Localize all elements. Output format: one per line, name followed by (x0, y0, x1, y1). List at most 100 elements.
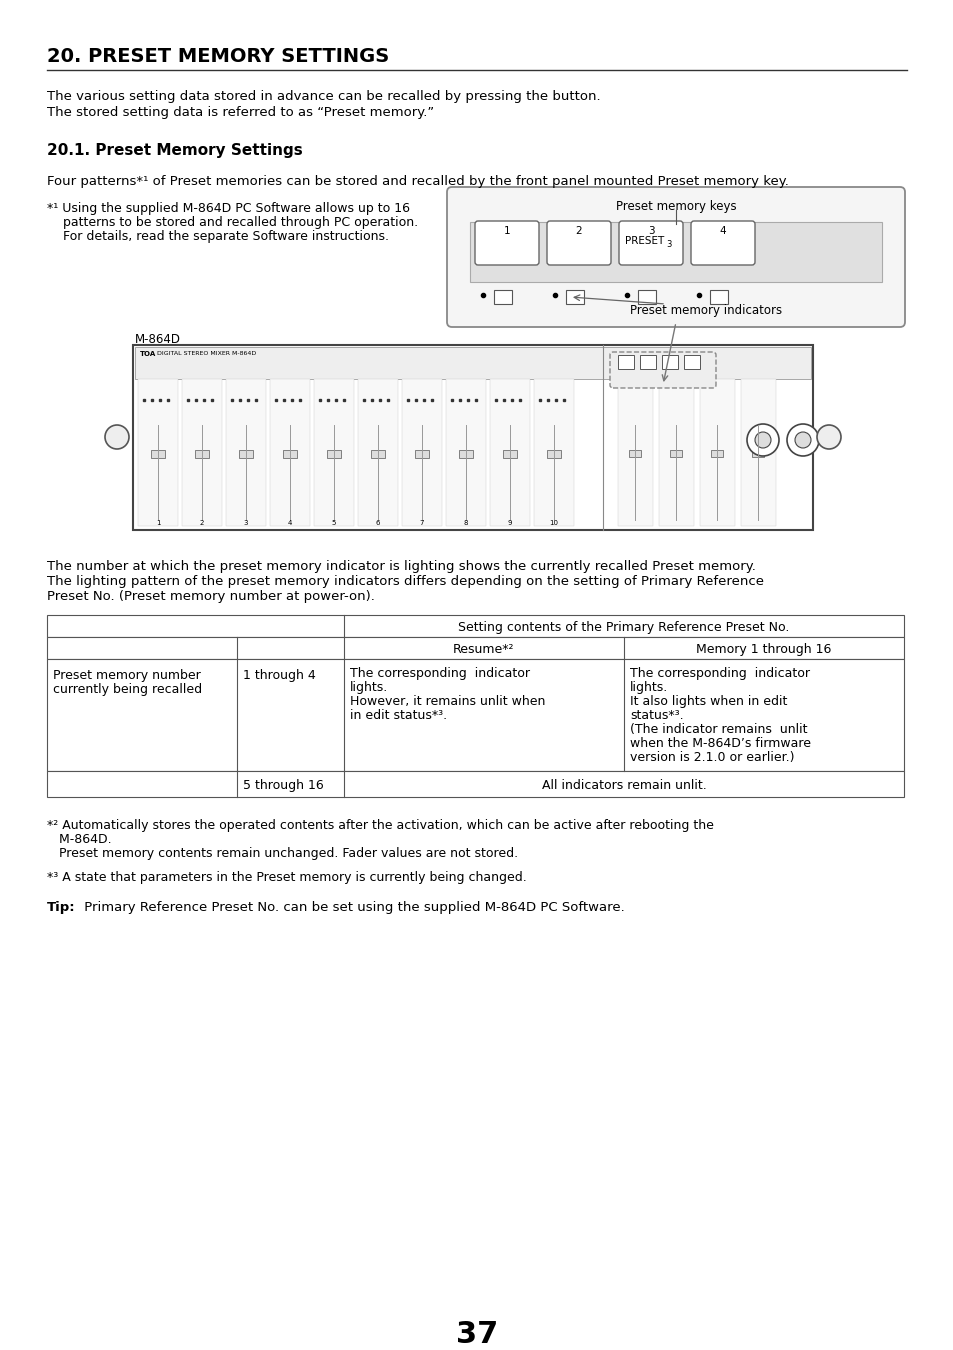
Text: TOA: TOA (140, 351, 156, 356)
FancyBboxPatch shape (546, 221, 610, 265)
Bar (502, 450, 517, 458)
Bar (490, 379, 530, 526)
Text: PRESET: PRESET (624, 236, 663, 246)
Bar (565, 290, 583, 304)
Text: 5: 5 (332, 520, 335, 526)
Text: when the M-864D’s firmware: when the M-864D’s firmware (629, 737, 810, 751)
Text: Preset memory keys: Preset memory keys (615, 200, 736, 213)
Bar (710, 450, 722, 458)
Text: lights.: lights. (629, 680, 667, 694)
FancyBboxPatch shape (618, 221, 682, 265)
Bar (740, 379, 775, 526)
Text: 20. PRESET MEMORY SETTINGS: 20. PRESET MEMORY SETTINGS (47, 47, 389, 66)
Text: *³ A state that parameters in the Preset memory is currently being changed.: *³ A state that parameters in the Preset… (47, 871, 526, 884)
Bar (494, 290, 512, 304)
Bar (283, 450, 296, 458)
Bar (628, 450, 640, 458)
Text: The corresponding  indicator: The corresponding indicator (629, 667, 809, 680)
Text: 4: 4 (719, 225, 725, 236)
Bar (618, 379, 652, 526)
Bar (683, 355, 700, 369)
Bar (47, 616, 903, 637)
Text: lights.: lights. (350, 680, 388, 694)
Text: Preset memory contents remain unchanged. Fader values are not stored.: Preset memory contents remain unchanged.… (47, 846, 517, 860)
Text: The lighting pattern of the preset memory indicators differs depending on the se: The lighting pattern of the preset memor… (47, 575, 763, 589)
Bar (751, 450, 763, 458)
Bar (135, 347, 810, 379)
Text: All indicators remain unlit.: All indicators remain unlit. (541, 779, 705, 792)
Text: 5 through 16: 5 through 16 (243, 779, 323, 792)
Bar (618, 355, 634, 369)
Bar (534, 379, 574, 526)
Circle shape (794, 432, 810, 448)
Text: However, it remains unlit when: However, it remains unlit when (350, 695, 545, 707)
Text: It also lights when in edit: It also lights when in edit (629, 695, 786, 707)
Bar (270, 379, 310, 526)
Text: 9: 9 (507, 520, 512, 526)
Bar (470, 221, 882, 282)
Text: Primary Reference Preset No. can be set using the supplied M-864D PC Software.: Primary Reference Preset No. can be set … (80, 900, 624, 914)
Bar (415, 450, 429, 458)
Bar (638, 290, 656, 304)
Text: 20.1. Preset Memory Settings: 20.1. Preset Memory Settings (47, 143, 302, 158)
FancyBboxPatch shape (447, 188, 904, 327)
Bar (669, 450, 681, 458)
Text: *¹ Using the supplied M-864D PC Software allows up to 16: *¹ Using the supplied M-864D PC Software… (47, 202, 410, 215)
Text: Preset No. (Preset memory number at power-on).: Preset No. (Preset memory number at powe… (47, 590, 375, 603)
Bar (446, 379, 485, 526)
Bar (357, 379, 397, 526)
Text: DIGITAL STEREO MIXER M-864D: DIGITAL STEREO MIXER M-864D (154, 351, 256, 356)
Bar (47, 771, 903, 796)
Text: 3: 3 (665, 240, 671, 248)
Text: patterns to be stored and recalled through PC operation.: patterns to be stored and recalled throu… (47, 216, 417, 230)
Bar (659, 379, 693, 526)
Bar (371, 450, 385, 458)
Text: Preset memory indicators: Preset memory indicators (629, 304, 781, 317)
Text: The various setting data stored in advance can be recalled by pressing the butto: The various setting data stored in advan… (47, 90, 600, 103)
Text: *² Automatically stores the operated contents after the activation, which can be: *² Automatically stores the operated con… (47, 819, 713, 832)
Bar (132, 346, 812, 531)
FancyBboxPatch shape (690, 221, 754, 265)
Text: Setting contents of the Primary Reference Preset No.: Setting contents of the Primary Referenc… (457, 621, 789, 634)
Text: 1: 1 (503, 225, 510, 236)
Text: 1: 1 (155, 520, 160, 526)
Bar (709, 290, 727, 304)
Bar (47, 637, 903, 659)
Bar (239, 450, 253, 458)
Text: 1 through 4: 1 through 4 (243, 670, 315, 682)
Text: Preset memory number: Preset memory number (53, 670, 200, 682)
Text: 3: 3 (244, 520, 248, 526)
Text: 3: 3 (647, 225, 654, 236)
Bar (327, 450, 340, 458)
FancyBboxPatch shape (475, 221, 538, 265)
Text: (The indicator remains  unlit: (The indicator remains unlit (629, 724, 806, 736)
Circle shape (786, 424, 818, 456)
Text: M-864D: M-864D (135, 333, 181, 346)
Text: Resume*²: Resume*² (453, 643, 515, 656)
Bar (138, 379, 178, 526)
Text: 2: 2 (575, 225, 581, 236)
Bar (151, 450, 165, 458)
Text: Tip:: Tip: (47, 900, 75, 914)
Bar (47, 659, 903, 771)
Circle shape (754, 432, 770, 448)
Text: The corresponding  indicator: The corresponding indicator (350, 667, 530, 680)
Text: The number at which the preset memory indicator is lighting shows the currently : The number at which the preset memory in… (47, 560, 755, 572)
Circle shape (105, 425, 129, 450)
Bar (401, 379, 441, 526)
Bar (182, 379, 222, 526)
Text: currently being recalled: currently being recalled (53, 683, 202, 697)
Text: 37: 37 (456, 1320, 497, 1349)
Text: The stored setting data is referred to as “Preset memory.”: The stored setting data is referred to a… (47, 107, 434, 119)
Bar (314, 379, 354, 526)
Bar (194, 450, 209, 458)
Text: Four patterns*¹ of Preset memories can be stored and recalled by the front panel: Four patterns*¹ of Preset memories can b… (47, 176, 788, 188)
Text: status*³.: status*³. (629, 709, 683, 722)
Bar (661, 355, 678, 369)
Text: in edit status*³.: in edit status*³. (350, 709, 447, 722)
Circle shape (746, 424, 779, 456)
Text: Memory 1 through 16: Memory 1 through 16 (696, 643, 831, 656)
Bar (639, 355, 656, 369)
Text: 4: 4 (288, 520, 292, 526)
Text: M-864D.: M-864D. (47, 833, 112, 846)
